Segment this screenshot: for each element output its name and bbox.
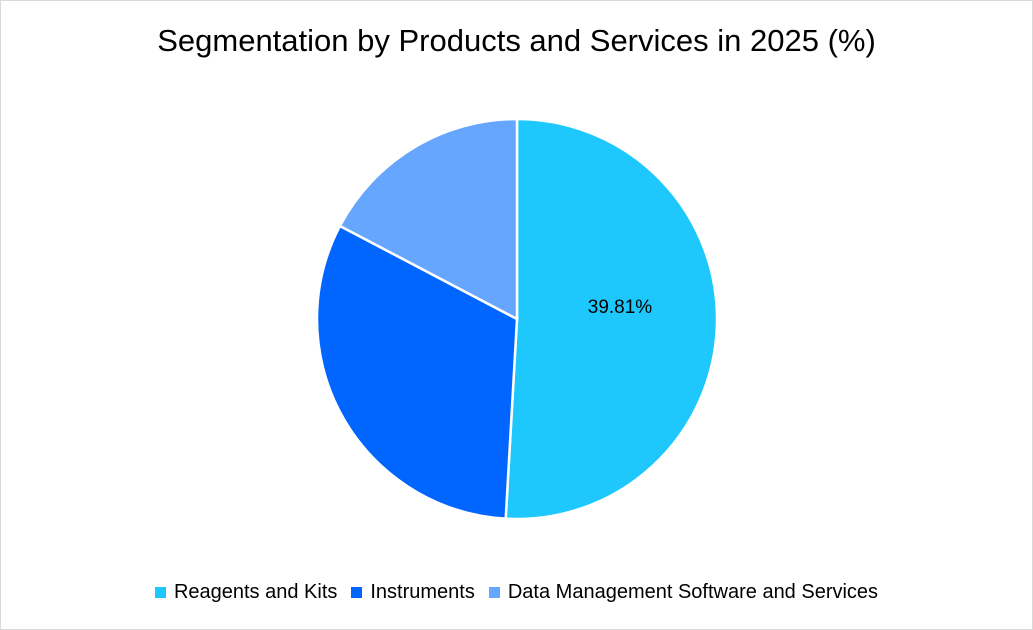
legend: Reagents and Kits Instruments Data Managem… xyxy=(1,581,1032,604)
legend-item: Instruments xyxy=(351,581,475,604)
pie-slice-2 xyxy=(338,117,519,322)
legend-item: Data Management Software and Services xyxy=(488,581,879,604)
legend-label: Data Management Software and Services xyxy=(507,581,879,603)
legend-label: Reagents and Kits xyxy=(173,581,338,603)
legend-item: Reagents and Kits xyxy=(154,581,338,604)
pie-slice-1 xyxy=(315,224,519,520)
legend-swatch xyxy=(154,587,166,598)
legend-label: Instruments xyxy=(370,581,475,603)
legend-swatch xyxy=(488,587,500,598)
pie-slice-0 xyxy=(504,117,719,521)
chart-title: Segmentation by Products and Services in… xyxy=(157,23,876,58)
legend-swatch xyxy=(351,587,363,598)
data-label-0: 39.81% xyxy=(588,297,653,318)
